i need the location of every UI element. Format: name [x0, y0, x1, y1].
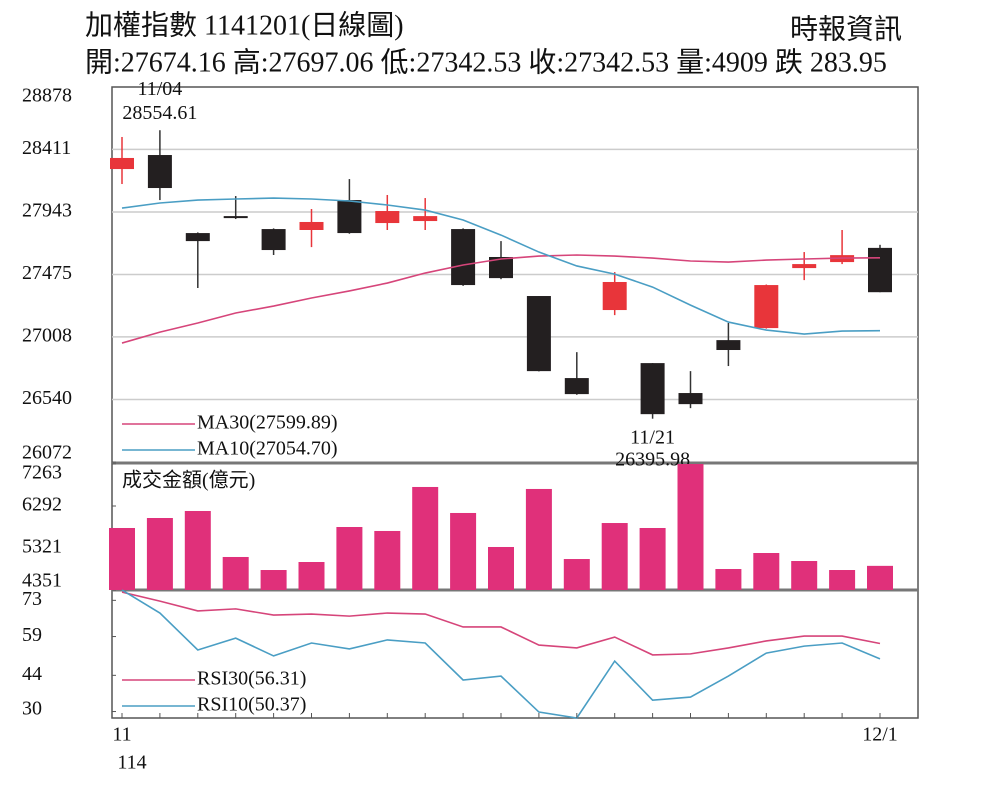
- y-tick-label: 6292: [22, 494, 62, 516]
- candle-body: [792, 264, 817, 269]
- annotation-value: 28554.61: [122, 102, 197, 124]
- bar: [488, 546, 514, 590]
- bar: [260, 570, 287, 590]
- y-tick-label: 27475: [22, 262, 72, 284]
- candle-body: [413, 216, 438, 222]
- annotation-value: 26395.98: [615, 448, 690, 470]
- chart-title: 加權指數 1141201(日線圖): [85, 9, 404, 41]
- candle-body: [337, 200, 362, 234]
- bar: [412, 486, 439, 590]
- candle-body: [868, 247, 892, 293]
- rsi-line: [121, 591, 881, 656]
- y-tick-label: 30: [22, 698, 42, 720]
- candle-body: [147, 155, 172, 189]
- x-tick-label: 11: [112, 724, 131, 746]
- bar: [450, 512, 477, 590]
- y-tick-label: 28878: [22, 85, 72, 107]
- candle-body: [678, 393, 703, 405]
- candle-body: [451, 229, 476, 286]
- y-tick-label: 7263: [22, 462, 62, 484]
- rsi-line: [121, 589, 881, 719]
- y-tick-label: 28411: [22, 137, 71, 159]
- candle-body: [489, 256, 513, 279]
- y-tick-label: 73: [22, 588, 42, 610]
- y-tick-label: 26072: [22, 442, 72, 464]
- bar: [791, 561, 818, 590]
- candle-body: [754, 285, 779, 329]
- y-tick-label: 4351: [22, 570, 62, 592]
- legend-label: RSI30(56.31): [197, 668, 306, 690]
- bar: [374, 530, 401, 590]
- panel-title: 成交金額(億元): [122, 469, 255, 492]
- y-tick-label: 26540: [22, 387, 72, 409]
- bar: [525, 488, 552, 590]
- legend-label: MA30(27599.89): [197, 412, 338, 434]
- y-tick-label: 59: [22, 624, 42, 646]
- y-tick-label: 44: [22, 663, 42, 685]
- candle-body: [640, 363, 665, 415]
- candle-body: [526, 296, 551, 372]
- candle-body: [602, 281, 627, 311]
- candle-body: [375, 211, 400, 224]
- candle-body: [261, 229, 286, 251]
- candle-body: [299, 221, 324, 230]
- candle-body: [716, 340, 741, 351]
- bar: [601, 523, 628, 590]
- annotation-label: 11/04: [137, 78, 182, 100]
- bar: [829, 570, 856, 590]
- bar: [109, 527, 135, 590]
- candle-body: [564, 378, 589, 395]
- y-tick-label: 27943: [22, 200, 72, 222]
- bar: [298, 562, 325, 590]
- chart-subtitle: 開:27674.16 高:27697.06 低:27342.53 收:27342…: [85, 46, 887, 78]
- candle-body: [185, 233, 210, 242]
- bar: [184, 510, 211, 590]
- plot-frame: [111, 86, 919, 719]
- bar: [715, 569, 742, 590]
- y-tick-label: 5321: [22, 536, 62, 558]
- bar: [677, 464, 704, 590]
- x-sublabel: 114: [117, 752, 146, 774]
- candle-body: [223, 216, 248, 219]
- x-tick-label: 12/1: [862, 724, 898, 746]
- bar: [222, 556, 249, 590]
- annotation-label: 11/21: [630, 426, 675, 448]
- legend-label: RSI10(50.37): [197, 694, 306, 716]
- ma-line: [121, 254, 881, 344]
- bar: [867, 565, 893, 590]
- bar: [753, 553, 780, 590]
- bar: [563, 559, 590, 590]
- y-tick-label: 27008: [22, 325, 72, 347]
- ma-line: [121, 197, 881, 335]
- candle-body: [110, 157, 134, 170]
- source: 時報資訊: [790, 13, 902, 45]
- legend-label: MA10(27054.70): [197, 438, 338, 460]
- bar: [639, 527, 666, 590]
- bar: [336, 527, 363, 590]
- bar: [146, 518, 173, 590]
